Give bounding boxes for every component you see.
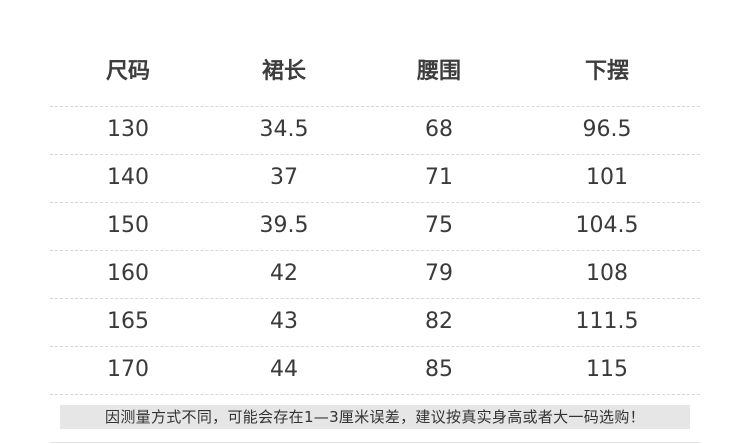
table-cell: 108 [586, 261, 628, 286]
table-cell: 115 [586, 357, 628, 382]
table-row: 150 39.5 75 104.5 [50, 202, 700, 250]
table-cell: 140 [107, 165, 149, 190]
table-cell: 43 [270, 309, 298, 334]
table-header-row: 尺码 裙长 腰围 下摆 [50, 48, 700, 96]
table-cell: 170 [107, 357, 149, 382]
column-header: 尺码 [105, 59, 150, 84]
table-cell: 150 [107, 213, 149, 238]
row-divider [50, 298, 700, 299]
row-divider [50, 250, 700, 251]
row-divider [50, 394, 700, 395]
column-header: 腰围 [416, 59, 461, 84]
table-cell: 104.5 [575, 213, 639, 238]
table-row: 170 44 85 115 [50, 346, 700, 394]
table-cell: 130 [107, 117, 149, 142]
table-cell: 160 [107, 261, 149, 286]
table-cell: 82 [425, 309, 453, 334]
row-divider [50, 154, 700, 155]
table-cell: 111.5 [575, 309, 639, 334]
bottom-divider [50, 442, 700, 443]
row-divider [50, 202, 700, 203]
measurement-note: 因测量方式不同，可能会存在1—3厘米误差，建议按真实身高或者大一码选购！ [60, 405, 690, 429]
row-divider [50, 106, 700, 107]
table-cell: 79 [425, 261, 453, 286]
table-cell: 96.5 [582, 117, 632, 142]
table-cell: 44 [270, 357, 298, 382]
table-cell: 101 [586, 165, 628, 190]
table-cell: 85 [425, 357, 453, 382]
row-divider [50, 346, 700, 347]
table-cell: 75 [425, 213, 453, 238]
table-cell: 165 [107, 309, 149, 334]
table-cell: 34.5 [259, 117, 309, 142]
table-cell: 68 [425, 117, 453, 142]
column-header: 裙长 [261, 59, 306, 84]
table-row: 140 37 71 101 [50, 154, 700, 202]
table-cell: 39.5 [259, 213, 309, 238]
table-row: 160 42 79 108 [50, 250, 700, 298]
column-header: 下摆 [584, 59, 629, 84]
table-cell: 71 [425, 165, 453, 190]
table-cell: 37 [270, 165, 298, 190]
table-row: 130 34.5 68 96.5 [50, 106, 700, 154]
table-row: 165 43 82 111.5 [50, 298, 700, 346]
table-cell: 42 [270, 261, 298, 286]
